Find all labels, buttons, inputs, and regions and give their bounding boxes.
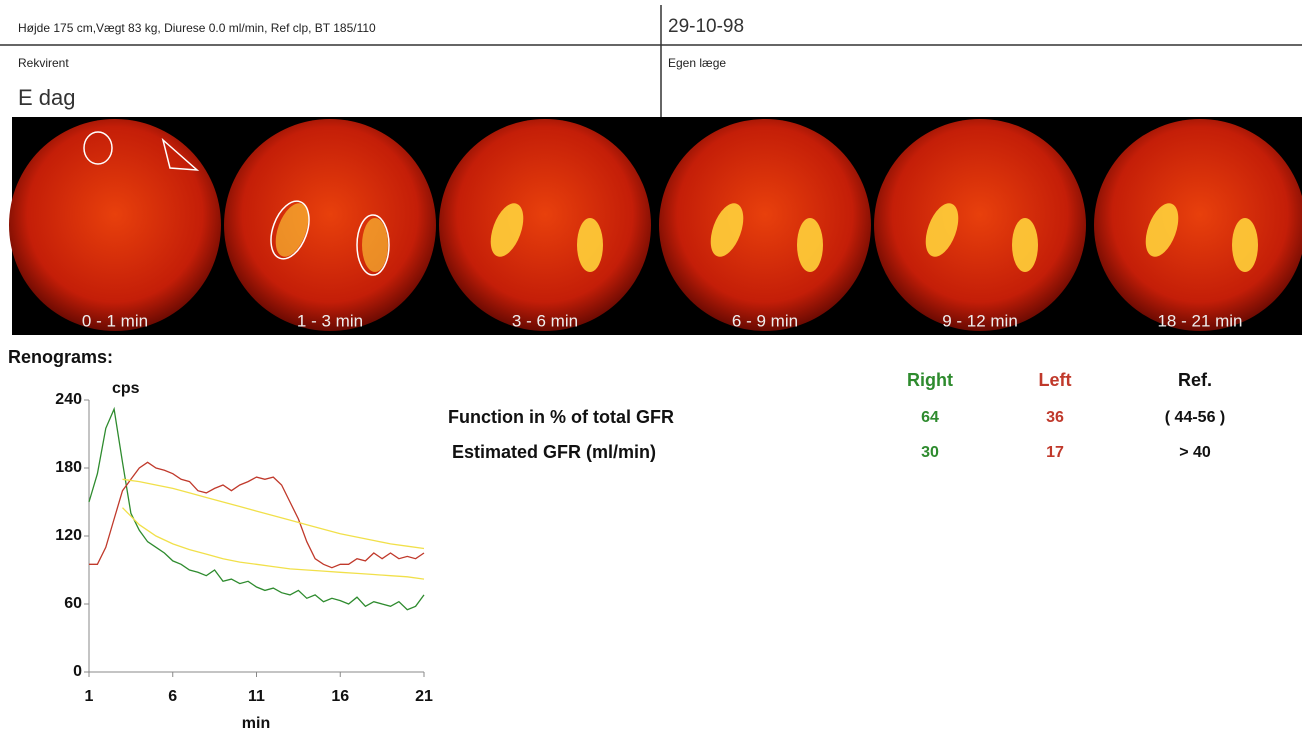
column-header: Left — [1039, 370, 1072, 390]
y-tick-label: 180 — [55, 459, 82, 476]
date: 29-10-98 — [668, 16, 744, 37]
kidney — [925, 203, 959, 257]
roi — [83, 131, 113, 165]
column-header: Right — [907, 370, 953, 390]
x-tick-label: 21 — [415, 688, 433, 705]
doctor-label: Egen læge — [668, 56, 726, 70]
x-tick-label: 6 — [168, 688, 177, 705]
scan-image — [874, 119, 1086, 331]
x-tick-label: 16 — [331, 688, 349, 705]
scan-image — [439, 119, 651, 331]
x-tick-label: 1 — [85, 688, 94, 705]
cell: 17 — [1046, 444, 1064, 461]
kidney — [797, 218, 823, 272]
cell: 36 — [1046, 409, 1064, 426]
scan-label: 6 - 9 min — [732, 311, 798, 330]
renogram-line — [122, 478, 425, 550]
header: Højde 175 cm,Vægt 83 kg, Diurese 0.0 ml/… — [0, 5, 1302, 117]
x-tick-label: 11 — [248, 688, 265, 705]
scan-label: 9 - 12 min — [942, 311, 1018, 330]
scan-image — [224, 119, 436, 331]
y-tick-label: 120 — [55, 527, 82, 544]
renogram-line — [88, 406, 425, 611]
results-table: Right Left Ref. Function in % of total GFR 6… — [448, 370, 1225, 462]
kidney — [275, 203, 309, 257]
row-label: Estimated GFR (ml/min) — [452, 442, 656, 462]
scan-label: 0 - 1 min — [82, 311, 148, 330]
cell: > 40 — [1179, 444, 1211, 461]
roi — [356, 214, 390, 276]
kidney — [1145, 203, 1179, 257]
renogram-line — [122, 507, 425, 580]
y-axis-label: cps — [112, 380, 140, 397]
roi — [161, 137, 200, 171]
scan-label: 1 - 3 min — [297, 311, 363, 330]
y-tick-label: 0 — [73, 663, 82, 680]
patient-info: Højde 175 cm,Vægt 83 kg, Diurese 0.0 ml/… — [18, 21, 376, 35]
x-axis-label: min — [242, 715, 270, 732]
roi — [270, 200, 310, 260]
row-label: Function in % of total GFR — [448, 407, 674, 427]
kidney — [1232, 218, 1258, 272]
cell: 64 — [921, 409, 939, 426]
cell: 30 — [921, 444, 939, 461]
kidney — [490, 203, 524, 257]
scan-image — [1094, 119, 1302, 331]
scan-image — [659, 119, 871, 331]
renogram-line — [89, 461, 425, 569]
kidney — [710, 203, 744, 257]
kidney — [1012, 218, 1038, 272]
scan-label: 3 - 6 min — [512, 311, 578, 330]
scan-image — [9, 119, 221, 331]
y-tick-label: 60 — [64, 595, 82, 612]
column-header: Ref. — [1178, 370, 1212, 390]
kidney — [577, 218, 603, 272]
requester-label: Rekvirent — [18, 56, 69, 70]
y-tick-label: 240 — [55, 391, 82, 408]
chart-title: Renograms: — [8, 347, 113, 367]
cell: ( 44-56 ) — [1165, 409, 1225, 426]
kidney — [362, 218, 388, 272]
requester: E dag — [18, 85, 76, 110]
scan-label: 18 - 21 min — [1157, 311, 1242, 330]
scans: 0 - 1 min 1 - 3 min 3 - 6 min 6 - 9 min 9 - … — [9, 119, 1302, 331]
